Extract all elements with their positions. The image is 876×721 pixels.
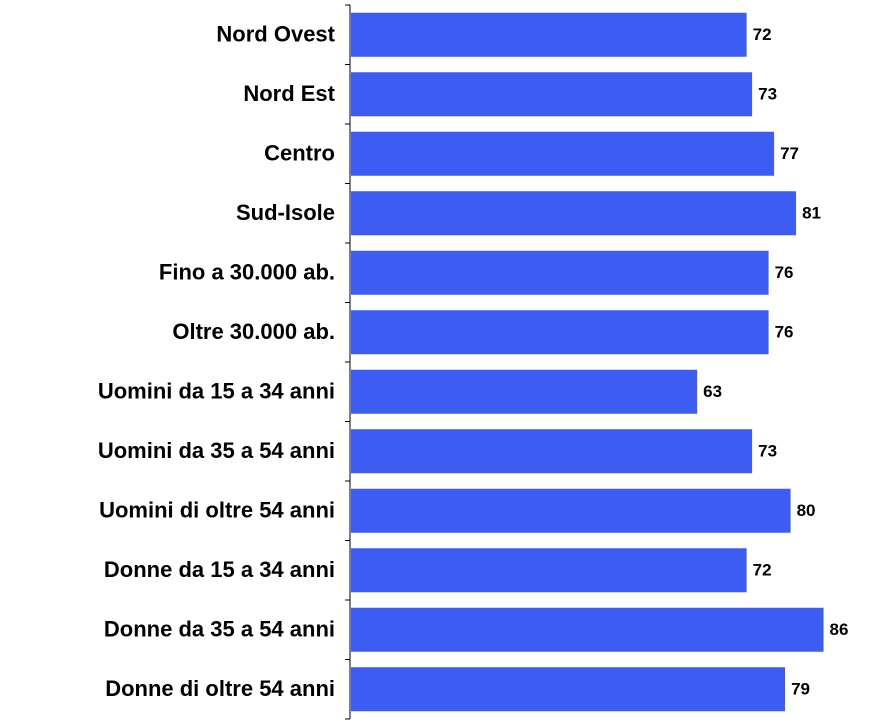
bar: [351, 131, 775, 176]
category-label: Donne di oltre 54 anni: [105, 676, 335, 701]
category-label: Oltre 30.000 ab.: [172, 319, 335, 344]
category-label: Sud-Isole: [236, 200, 335, 225]
bar: [351, 72, 753, 117]
category-label: Uomini da 15 a 34 anni: [98, 379, 335, 404]
bar: [351, 250, 769, 295]
value-label: 86: [830, 620, 849, 639]
category-label: Donne da 15 a 34 anni: [104, 557, 335, 582]
value-label: 79: [791, 680, 810, 699]
category-label: Fino a 30.000 ab.: [159, 260, 335, 285]
category-label: Centro: [264, 141, 335, 166]
bar: [351, 429, 753, 474]
value-label: 81: [802, 204, 821, 223]
value-label: 73: [758, 85, 777, 104]
bar: [351, 488, 791, 533]
category-label: Uomini di oltre 54 anni: [99, 498, 335, 523]
value-label: 72: [753, 561, 772, 580]
value-label: 77: [780, 144, 799, 163]
value-label: 72: [753, 25, 772, 44]
bar: [351, 369, 698, 414]
value-label: 63: [703, 382, 722, 401]
category-label: Donne da 35 a 54 anni: [104, 617, 335, 642]
bar: [351, 310, 769, 355]
bar: [351, 191, 797, 236]
value-label: 76: [775, 263, 794, 282]
bar: [351, 607, 824, 652]
value-label: 76: [775, 323, 794, 342]
bar: [351, 667, 786, 712]
bar: [351, 548, 747, 593]
category-label: Nord Ovest: [216, 22, 335, 47]
category-label: Uomini da 35 a 54 anni: [98, 438, 335, 463]
category-label: Nord Est: [243, 81, 335, 106]
bar: [351, 12, 747, 57]
value-label: 73: [758, 442, 777, 461]
value-label: 80: [797, 501, 816, 520]
